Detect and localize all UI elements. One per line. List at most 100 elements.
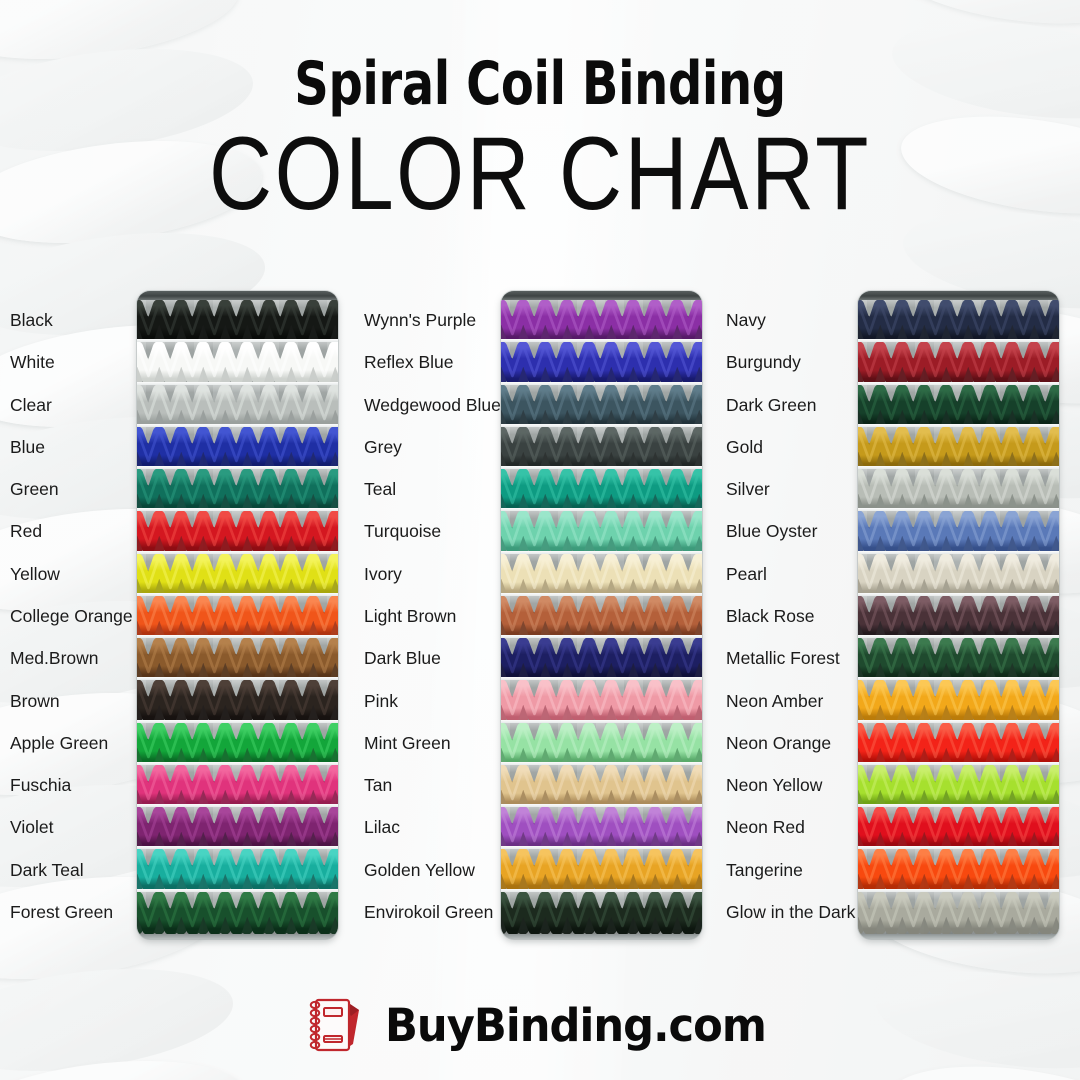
color-label: Yellow xyxy=(10,563,60,584)
color-label: Navy xyxy=(726,310,766,331)
coil-swatch-row xyxy=(137,300,338,343)
color-label: Envirokoil Green xyxy=(364,901,494,922)
color-label: Med.Brown xyxy=(10,648,99,669)
color-label: Lilac xyxy=(364,817,400,838)
row-divider xyxy=(137,761,338,765)
row-divider xyxy=(501,677,702,681)
coil-tray-3 xyxy=(858,291,1059,939)
row-divider xyxy=(137,508,338,512)
coil-swatch-row xyxy=(501,384,702,427)
coil-tray-2 xyxy=(501,291,702,939)
coil-swatch-row xyxy=(501,511,702,554)
logo-wordmark: BuyBinding.com xyxy=(384,998,766,1052)
coil-swatch-row xyxy=(501,807,702,850)
color-label: Mint Green xyxy=(364,732,451,753)
coil-swatch-row xyxy=(137,426,338,470)
coil-tray-1 xyxy=(137,291,338,939)
coil-swatch-row xyxy=(501,764,702,808)
page-title: COLOR CHART xyxy=(209,116,871,232)
row-divider xyxy=(858,719,1059,723)
coil-swatch-row xyxy=(858,511,1059,554)
color-label: Forest Green xyxy=(10,901,114,922)
page-title-subtitle: Spiral Coil Binding xyxy=(294,49,786,119)
color-label: Turquoise xyxy=(364,521,442,542)
coil-swatch-row xyxy=(137,553,338,596)
coil-swatch-row xyxy=(137,764,338,808)
row-divider xyxy=(858,846,1059,850)
color-label: Light Brown xyxy=(364,606,457,626)
coil-swatch-row xyxy=(858,891,1059,934)
row-divider xyxy=(501,423,702,427)
row-divider xyxy=(858,677,1059,681)
coil-swatch-row xyxy=(501,891,702,934)
coil-swatch-row xyxy=(501,638,702,681)
row-divider xyxy=(137,339,338,343)
color-label: Apple Green xyxy=(10,732,109,753)
row-divider xyxy=(137,381,338,385)
color-column-3: Navy Burgundy Dark Green Gold Silver Blue Oys… xyxy=(716,291,1059,941)
row-divider xyxy=(858,804,1059,808)
coil-swatch-row xyxy=(858,469,1059,512)
color-label: Clear xyxy=(10,394,52,415)
footer-logo[interactable]: BuyBinding.com xyxy=(0,996,1080,1054)
row-divider xyxy=(858,339,1059,343)
row-divider xyxy=(501,804,702,808)
color-label: Burgundy xyxy=(726,352,801,373)
row-divider xyxy=(858,381,1059,385)
coil-swatch-row xyxy=(858,384,1059,427)
coil-swatch-row xyxy=(137,849,338,892)
row-divider xyxy=(501,635,702,639)
coil-swatch-row xyxy=(858,638,1059,681)
row-divider xyxy=(501,888,702,892)
coil-swatch-row xyxy=(501,469,702,512)
coil-swatch-row xyxy=(858,553,1059,596)
coil-swatch-row xyxy=(501,595,702,639)
color-label: Teal xyxy=(364,479,397,500)
row-divider xyxy=(137,719,338,723)
color-label: Metallic Forest xyxy=(726,648,840,669)
color-label: Pearl xyxy=(726,563,767,584)
color-label: Dark Blue xyxy=(364,648,441,669)
row-divider xyxy=(137,466,338,470)
row-divider xyxy=(501,381,702,385)
color-label: Black Rose xyxy=(726,606,815,626)
row-divider xyxy=(137,846,338,850)
color-label: Red xyxy=(10,521,43,542)
color-label: Violet xyxy=(10,817,54,838)
tray-bottom-lip xyxy=(137,934,338,939)
color-label: Pink xyxy=(364,690,399,711)
coil-swatch-row xyxy=(858,849,1059,892)
coil-swatch-row xyxy=(501,722,702,765)
color-label: Neon Amber xyxy=(726,690,824,711)
color-label: Dark Green xyxy=(726,394,817,415)
row-divider xyxy=(501,719,702,723)
row-divider xyxy=(137,550,338,554)
row-divider xyxy=(858,508,1059,512)
coil-swatch-row xyxy=(137,595,338,639)
coil-swatch-row xyxy=(501,680,702,723)
coil-swatch-row xyxy=(501,553,702,596)
coil-swatch-row xyxy=(501,342,702,385)
row-divider xyxy=(858,888,1059,892)
row-divider xyxy=(137,635,338,639)
coil-swatch-row xyxy=(501,300,702,343)
coil-swatch-row xyxy=(858,595,1059,639)
row-divider xyxy=(858,592,1059,596)
color-label: White xyxy=(10,352,55,373)
color-label: Gold xyxy=(726,436,763,457)
coil-swatch-row xyxy=(858,807,1059,850)
coil-swatch-row xyxy=(858,300,1059,343)
tray-bottom-lip xyxy=(501,934,702,939)
color-label: Wynn's Purple xyxy=(364,310,477,331)
spiral-notebook-icon xyxy=(307,996,363,1054)
color-label: Ivory xyxy=(364,563,402,584)
row-divider xyxy=(501,846,702,850)
coil-swatch-row xyxy=(137,469,338,512)
color-label: Reflex Blue xyxy=(364,352,454,373)
color-label: Wedgewood Blue xyxy=(364,394,501,415)
row-divider xyxy=(137,888,338,892)
color-label: Blue xyxy=(10,436,46,457)
coil-swatch-row xyxy=(137,342,338,385)
color-label: Fuschia xyxy=(10,775,72,796)
color-label: Tan xyxy=(364,775,393,796)
